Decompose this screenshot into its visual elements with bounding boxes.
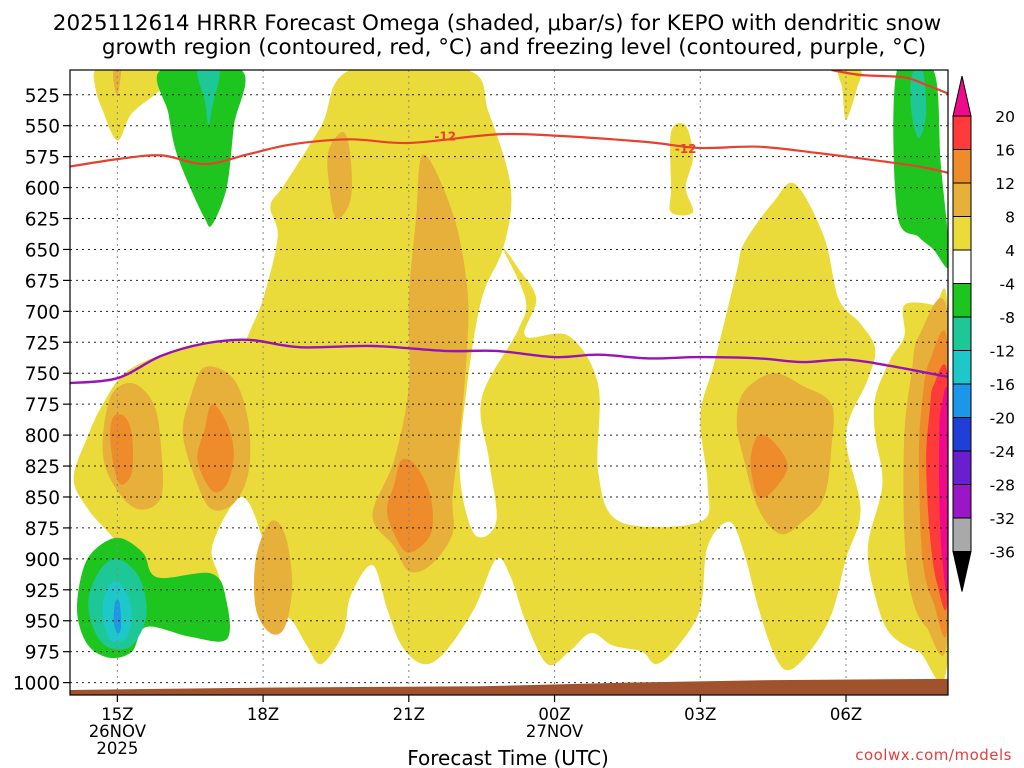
omega-region-6: [327, 131, 352, 220]
x-tick-date-00Z: 27NOV: [526, 722, 584, 741]
colorbar-bin-4: [952, 249, 972, 284]
omega-region-7: [372, 154, 469, 573]
y-tick-label-800: 800: [25, 426, 60, 447]
omega-region-20: [156, 70, 246, 227]
y-tick-label-725: 725: [25, 333, 60, 354]
colorbar-label-5: -4: [1000, 276, 1015, 294]
colorbar-bin-0: [952, 115, 972, 150]
colorbar-label-0: 20: [995, 108, 1015, 126]
omega-shading: [73, 70, 948, 682]
colorbar-bottom-arrow: [952, 551, 972, 592]
omega-region-27: [910, 70, 927, 139]
y-tick-label-525: 525: [25, 86, 60, 107]
colorbar-bin-12: [952, 517, 972, 552]
colorbar-bin-9: [952, 417, 972, 452]
chart-title-line1: 2025112614 HRRR Forecast Omega (shaded, …: [53, 11, 941, 36]
colorbar-bin-11: [952, 484, 972, 519]
omega-region-16: [750, 434, 788, 499]
colorbar-bin-6: [952, 316, 972, 351]
plot-area: -12 -12: [69, 69, 949, 696]
dgz-contour-label-0: -12: [434, 130, 456, 144]
y-tick-label-625: 625: [25, 210, 60, 231]
omega-region-0: [93, 70, 166, 141]
x-tick-label-21Z: 21Z: [393, 705, 425, 724]
omega-region-13: [110, 414, 134, 485]
colorbar-bin-3: [952, 216, 972, 251]
colorbar-bin-10: [952, 450, 972, 485]
dgz-contour-line: [70, 132, 948, 174]
colorbar-label-9: -20: [990, 410, 1015, 428]
y-tick-label-825: 825: [25, 457, 60, 478]
y-tick-label-950: 950: [25, 612, 60, 633]
x-tick-label-15Z: 15Z: [101, 705, 133, 724]
colorbar-label-13: -36: [990, 544, 1015, 562]
colorbar-label-3: 8: [1005, 209, 1015, 227]
watermark: coolwx.com/models: [855, 746, 1012, 764]
omega-region-2: [73, 70, 876, 671]
colorbar-label-11: -28: [990, 477, 1015, 495]
chart-title-line2: growth region (contoured, red, °C) and f…: [102, 35, 926, 60]
colorbar-top-arrow: [952, 75, 972, 117]
colorbar-label-1: 16: [995, 142, 1015, 160]
omega-region-19: [939, 386, 948, 593]
y-tick-label-550: 550: [25, 117, 60, 138]
omega-region-15: [387, 458, 433, 553]
y-tick-label-925: 925: [25, 581, 60, 602]
colorbar-label-8: -16: [990, 376, 1015, 394]
freezing-level-line: [70, 338, 948, 385]
colorbar-label-7: -12: [990, 343, 1015, 361]
grid-lines: [70, 70, 948, 695]
omega-region-4: [837, 70, 862, 120]
y-tick-label-1000: 1000: [13, 674, 60, 695]
colorbar-label-12: -32: [990, 510, 1015, 528]
dgz-contour-line-top: [831, 70, 948, 95]
y-axis: 525 550 575 600 625 650 675 700 725 750 775 800 825 8…: [13, 86, 70, 695]
colorbar-bin-8: [952, 383, 972, 418]
y-tick-label-875: 875: [25, 519, 60, 540]
contours: -12 -12: [70, 70, 948, 385]
x-tick-label-03Z: 03Z: [684, 705, 716, 724]
colorbar-label-10: -24: [990, 443, 1015, 461]
dgz-contour-label-1: -12: [675, 142, 697, 156]
y-tick-label-975: 975: [25, 643, 60, 664]
x-axis-label: Forecast Time (UTC): [407, 746, 609, 768]
y-tick-label-675: 675: [25, 271, 60, 292]
x-tick-label-00Z: 00Z: [538, 705, 570, 724]
y-tick-label-700: 700: [25, 302, 60, 323]
x-tick-label-06Z: 06Z: [830, 705, 862, 724]
omega-region-10: [254, 520, 293, 635]
colorbar-bin-7: [952, 350, 972, 385]
y-tick-label-850: 850: [25, 488, 60, 509]
colorbar-bin-2: [952, 182, 972, 217]
plot-frame: [69, 69, 949, 696]
omega-region-21: [197, 70, 220, 126]
colorbar-label-2: 12: [995, 175, 1015, 193]
y-tick-label-600: 600: [25, 179, 60, 200]
x-tick-label-18Z: 18Z: [247, 705, 279, 724]
surface-ground-fill: [70, 678, 948, 695]
colorbar-label-4: 4: [1005, 242, 1015, 260]
y-tick-label-575: 575: [25, 148, 60, 169]
colorbar-bin-5: [952, 283, 972, 318]
surface-ground: [70, 678, 948, 695]
y-tick-label-750: 750: [25, 364, 60, 385]
colorbar-label-6: -8: [1000, 309, 1015, 327]
omega-region-14: [197, 404, 234, 493]
x-tick-date-15Z: 26NOV: [89, 722, 147, 741]
colorbar-bin-1: [952, 149, 972, 184]
y-tick-label-900: 900: [25, 550, 60, 571]
colorbar: 20 16 12 8 4 -4 -8 -12 -16 -20 -24 -28 -32 -36: [952, 75, 1015, 592]
y-tick-label-650: 650: [25, 240, 60, 261]
x-tick-year-15Z: 2025: [96, 739, 138, 758]
omega-region-3: [669, 123, 694, 216]
y-tick-label-775: 775: [25, 395, 60, 416]
